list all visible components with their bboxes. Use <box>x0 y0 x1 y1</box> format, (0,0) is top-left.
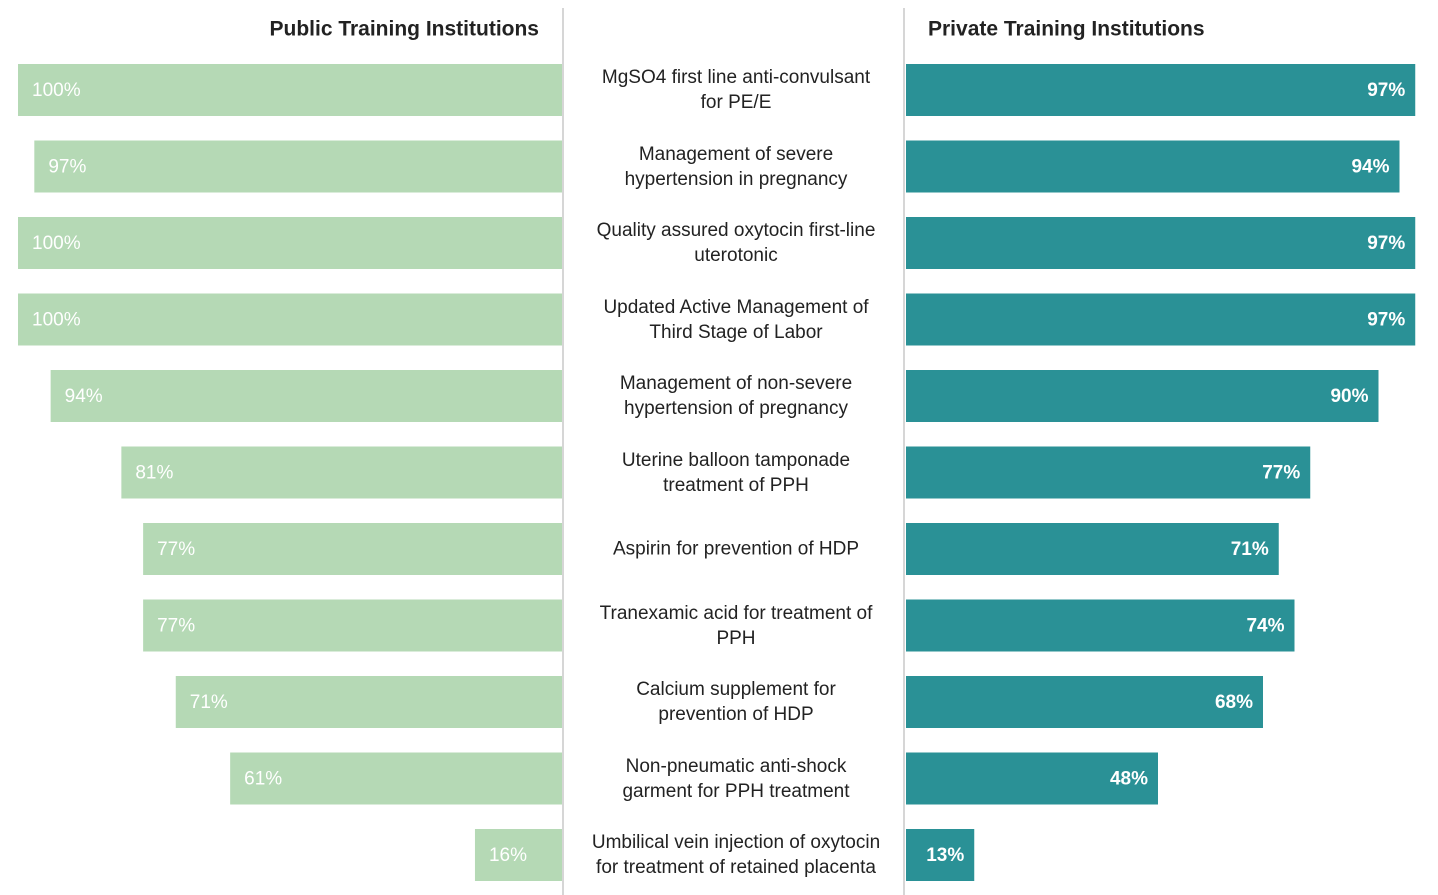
legend-label: Public Training Institutions <box>269 18 539 41</box>
bar <box>906 599 1295 652</box>
bar <box>906 829 975 881</box>
category-label: Umbilical vein injection of oxytocin for… <box>591 832 881 878</box>
bar <box>18 293 562 346</box>
category-label: Calcium supplement for prevention of HDP <box>636 679 836 725</box>
value-label: 68% <box>1215 692 1253 713</box>
value-label: 100% <box>32 233 81 254</box>
bar <box>175 676 562 728</box>
bar <box>906 523 1279 575</box>
bar <box>906 446 1311 499</box>
value-label: 100% <box>32 310 81 331</box>
category-label: MgSO4 first line anti-convulsant for PE/… <box>601 67 871 113</box>
category-label: Management of severe hypertension in pre… <box>624 143 848 190</box>
bar <box>474 829 562 881</box>
category-label: Management of non-severe hypertension of… <box>619 373 853 419</box>
legend-label: Private Training Institutions <box>928 18 1205 41</box>
category-label: Uterine balloon tamponade treatment of P… <box>621 449 851 496</box>
value-label: 71% <box>190 692 228 713</box>
value-label: 71% <box>1231 539 1269 560</box>
bar <box>18 64 562 116</box>
category-label: Quality assured oxytocin first-line uter… <box>596 220 876 266</box>
category-label: Updated Active Management of Third Stage… <box>603 296 869 343</box>
value-label: 81% <box>135 463 173 484</box>
value-label: 97% <box>48 157 86 178</box>
category-label: Tranexamic acid for treatment of PPH <box>599 602 873 649</box>
value-label: 90% <box>1330 386 1368 407</box>
value-label: 77% <box>1262 463 1300 484</box>
bar <box>906 140 1400 193</box>
value-label: 97% <box>1367 310 1405 331</box>
value-label: 48% <box>1110 769 1148 790</box>
bar <box>906 64 1416 116</box>
value-label: 77% <box>157 616 195 637</box>
bar <box>906 370 1379 422</box>
value-label: 94% <box>65 386 103 407</box>
bar <box>50 370 562 422</box>
category-label: Aspirin for prevention of HDP <box>612 538 860 560</box>
category-label: Non-pneumatic anti-shock garment for PPH… <box>622 755 850 802</box>
value-label: 97% <box>1367 80 1405 101</box>
bar <box>34 140 562 193</box>
bar <box>906 752 1158 805</box>
value-label: 100% <box>32 80 81 101</box>
value-label: 61% <box>244 769 282 790</box>
bar <box>906 293 1416 346</box>
value-label: 77% <box>157 539 195 560</box>
bar <box>230 752 562 805</box>
bar <box>121 446 563 499</box>
bar <box>906 676 1263 728</box>
value-label: 16% <box>489 845 527 866</box>
value-label: 13% <box>926 845 964 866</box>
value-label: 97% <box>1367 233 1405 254</box>
value-label: 74% <box>1246 616 1284 637</box>
bar <box>143 599 562 652</box>
bar <box>906 217 1416 269</box>
bar <box>18 217 562 269</box>
value-label: 94% <box>1351 157 1389 178</box>
bar <box>143 523 562 575</box>
